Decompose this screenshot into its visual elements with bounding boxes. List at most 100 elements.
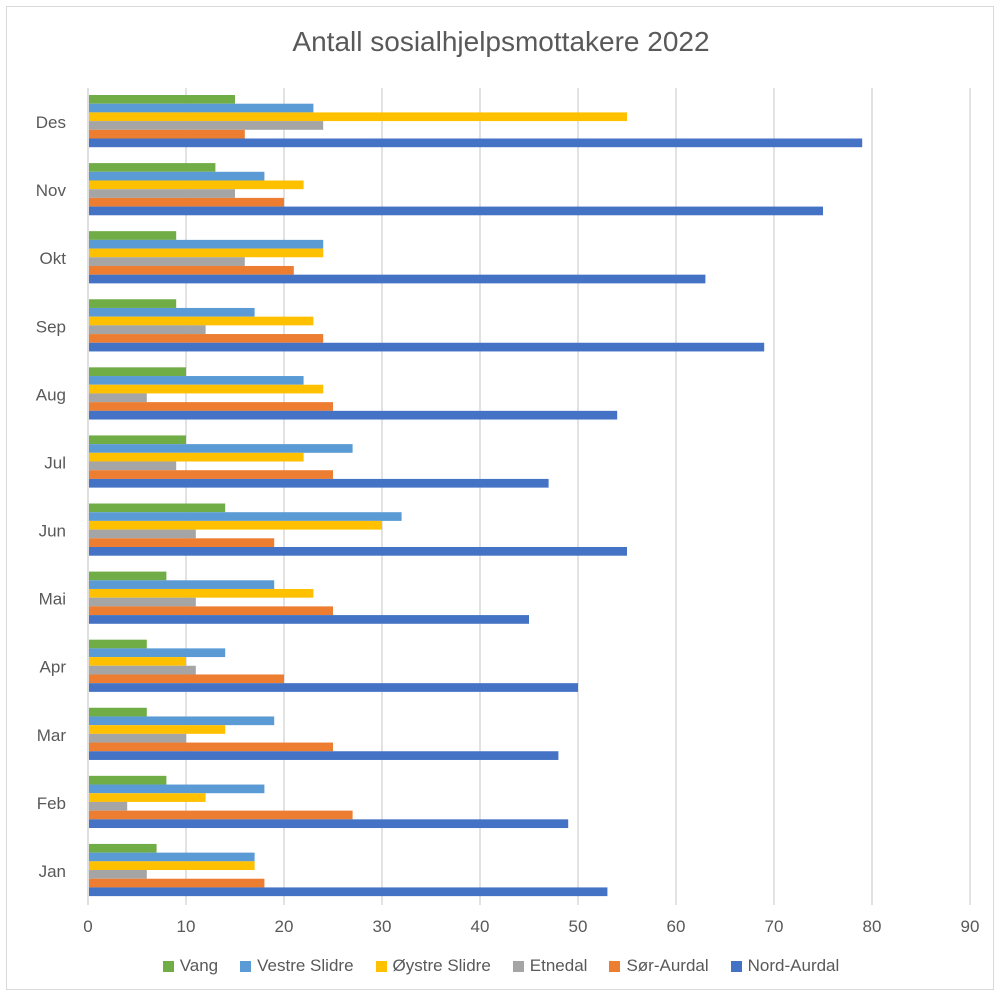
bar xyxy=(89,410,618,420)
legend-label: Nord-Aurdal xyxy=(747,956,840,975)
bar xyxy=(89,657,186,666)
y-tick-label: Jan xyxy=(39,862,66,881)
bar xyxy=(89,503,226,513)
bar xyxy=(89,538,275,547)
bar xyxy=(89,793,206,802)
x-tick-label: 30 xyxy=(373,917,392,936)
legend-label: Etnedal xyxy=(529,956,588,975)
bar xyxy=(89,231,177,240)
bar xyxy=(89,171,265,181)
y-tick-label: Mai xyxy=(39,590,66,609)
bar xyxy=(89,597,196,607)
bar xyxy=(89,674,284,684)
x-tick-label: 20 xyxy=(275,917,294,936)
y-tick-label: Feb xyxy=(37,794,66,813)
y-tick-label: Apr xyxy=(40,658,67,677)
x-tick-label: 10 xyxy=(177,917,196,936)
bar xyxy=(89,843,157,853)
bar xyxy=(89,197,284,207)
y-tick-label: Des xyxy=(36,113,66,132)
bar xyxy=(89,707,147,717)
bar xyxy=(89,112,627,122)
bar xyxy=(89,180,304,190)
bar xyxy=(89,742,333,752)
bar xyxy=(89,852,255,862)
bar xyxy=(89,529,196,539)
legend-swatch xyxy=(162,960,174,972)
y-tick-label: Aug xyxy=(36,385,66,404)
bar xyxy=(89,307,255,317)
legend-item: Nord-Aurdal xyxy=(730,956,840,976)
bar xyxy=(89,775,167,785)
bar xyxy=(89,819,569,829)
legend-swatch xyxy=(512,960,524,972)
legend-swatch xyxy=(375,960,387,972)
chart-frame xyxy=(6,6,994,990)
x-tick-label: 0 xyxy=(83,917,92,936)
bar xyxy=(89,239,324,249)
bar xyxy=(89,461,177,471)
bar xyxy=(89,639,147,649)
bar xyxy=(89,520,382,530)
bar xyxy=(89,580,275,589)
bar xyxy=(89,402,333,411)
bar xyxy=(89,716,275,726)
legend-item: Øystre Slidre xyxy=(375,956,491,976)
bar xyxy=(89,444,353,453)
x-tick-label: 50 xyxy=(569,917,588,936)
x-tick-label: 60 xyxy=(667,917,686,936)
bar xyxy=(89,733,186,743)
bar xyxy=(89,887,608,897)
bar xyxy=(89,512,402,521)
bar xyxy=(89,265,294,275)
bar xyxy=(89,367,186,377)
bar xyxy=(89,299,177,308)
bar xyxy=(89,665,196,675)
legend-swatch xyxy=(730,960,742,972)
bar xyxy=(89,342,765,352)
legend-item: Sør-Aurdal xyxy=(609,956,709,976)
bar xyxy=(89,870,147,879)
bar xyxy=(89,316,314,326)
y-tick-label: Nov xyxy=(36,181,67,200)
y-tick-label: Okt xyxy=(40,249,67,268)
x-tick-label: 70 xyxy=(765,917,784,936)
y-tick-label: Mar xyxy=(37,726,67,745)
bar xyxy=(89,571,167,581)
legend-swatch xyxy=(609,960,621,972)
legend-label: Vang xyxy=(179,956,219,975)
legend-label: Øystre Slidre xyxy=(392,956,491,975)
bar xyxy=(89,810,353,820)
x-tick-label: 90 xyxy=(961,917,980,936)
bar xyxy=(89,683,578,692)
legend-item: Vang xyxy=(162,956,219,976)
bar xyxy=(89,325,206,335)
bar xyxy=(89,615,529,624)
bar xyxy=(89,452,304,462)
bar xyxy=(89,189,235,198)
bar xyxy=(89,547,627,556)
bar xyxy=(89,376,304,385)
legend-swatch xyxy=(240,960,252,972)
bar xyxy=(89,163,216,172)
bar xyxy=(89,95,235,104)
bar xyxy=(89,878,265,888)
x-tick-label: 80 xyxy=(863,917,882,936)
bar xyxy=(89,861,255,871)
bar xyxy=(89,121,324,130)
bar xyxy=(89,478,549,488)
legend-label: Vestre Slidre xyxy=(257,956,354,975)
bar xyxy=(89,606,333,616)
legend: Vang Vestre Slidre Øystre Slidre Etnedal Sør… xyxy=(0,956,1002,976)
bar xyxy=(89,393,147,403)
bar xyxy=(89,725,226,734)
bar xyxy=(89,588,314,598)
x-tick-label: 40 xyxy=(471,917,490,936)
bar xyxy=(89,274,706,284)
bar xyxy=(89,751,559,760)
bar xyxy=(89,334,324,343)
y-tick-label: Jun xyxy=(39,522,66,541)
bar xyxy=(89,384,324,394)
